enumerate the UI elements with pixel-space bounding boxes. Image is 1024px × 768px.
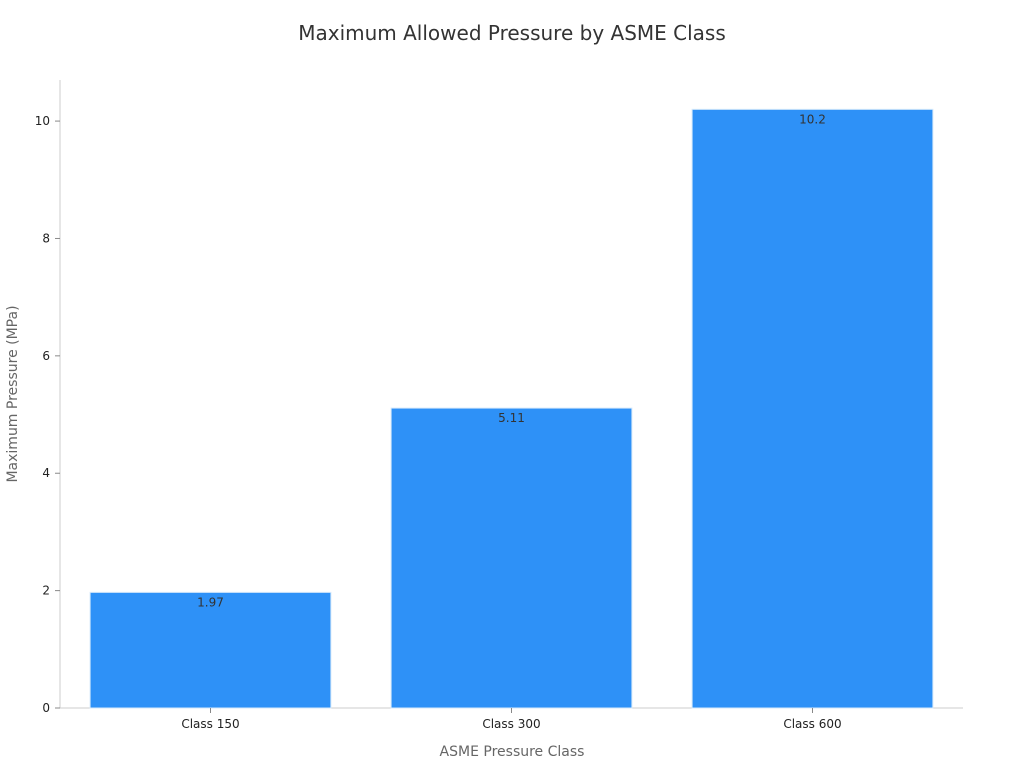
bar [691,108,934,709]
bar-value-label: 5.11 [498,411,525,425]
y-axis-label: Maximum Pressure (MPa) [5,305,21,482]
bar [89,591,332,709]
chart-title: Maximum Allowed Pressure by ASME Class [298,21,726,45]
x-tick-label: Class 600 [783,717,841,731]
x-tick-label: Class 300 [482,717,540,731]
x-tick-label: Class 150 [181,717,239,731]
y-tick-label: 0 [42,701,50,715]
y-tick-label: 6 [42,349,50,363]
y-tick-label: 8 [42,231,50,245]
bar [390,407,633,709]
x-axis-label: ASME Pressure Class [440,744,585,760]
y-tick-label: 10 [35,114,50,128]
plot-area: 0 2 4 6 8 10 1.97 Class 150 5.11 Class 300 10.2 Cla… [35,80,963,731]
bar-value-label: 1.97 [197,595,224,609]
y-tick-label: 4 [42,466,50,480]
bar-value-label: 10.2 [799,112,826,126]
y-tick-label: 2 [42,584,50,598]
